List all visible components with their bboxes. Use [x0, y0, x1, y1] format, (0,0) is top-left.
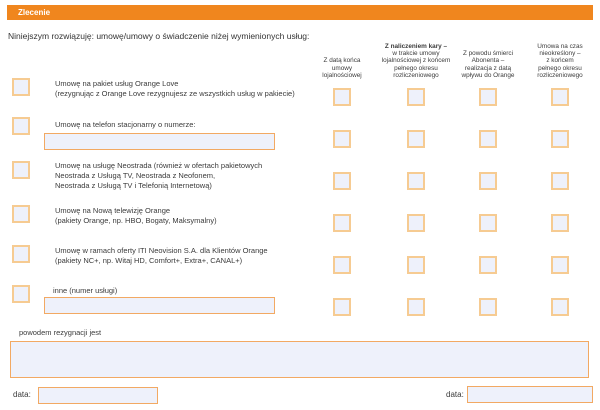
column-header-with-penalty: Z naliczeniem kary – w trakcie umowy loj…: [376, 38, 456, 79]
landline-number-input[interactable]: [44, 133, 275, 150]
row-1-label-line-1: Umowę na pakiet usług Orange Love: [55, 79, 179, 88]
row-4-option-penalty-checkbox[interactable]: [407, 214, 425, 232]
row-1-option-loyalty-end-checkbox[interactable]: [333, 88, 351, 106]
row-6-label-line-1: inne (numer usługi): [53, 286, 118, 295]
row-4-option-death-checkbox[interactable]: [479, 214, 497, 232]
date-right-label: data:: [446, 390, 464, 399]
row-1-option-death-checkbox[interactable]: [479, 88, 497, 106]
row-6-label: inne (numer usługi): [53, 286, 117, 296]
column-header-line: pełnego okresu: [538, 64, 582, 72]
row-1-option-penalty-checkbox[interactable]: [407, 88, 425, 106]
column-header-subscriber-death: Z powodu śmierci Abonenta – realizacja z…: [448, 38, 528, 79]
column-header-line: Abonenta –: [471, 57, 505, 65]
row-5-select-checkbox[interactable]: [12, 245, 30, 263]
row-1-label-line-2: (rezygnując z Orange Love rezygnujesz ze…: [55, 89, 295, 98]
row-5-option-indefinite-checkbox[interactable]: [551, 256, 569, 274]
column-header-line: w trakcie umowy: [392, 50, 440, 58]
column-header-line: lojalnościowej z końcem: [381, 57, 451, 65]
row-2-option-death-checkbox[interactable]: [479, 130, 497, 148]
row-3-option-loyalty-end-checkbox[interactable]: [333, 172, 351, 190]
reason-label: powodem rezygnacji jest: [19, 328, 102, 337]
column-header-line: Z datą końca: [323, 57, 361, 65]
row-2-label-line-1: Umowę na telefon stacjonarny o numerze:: [55, 120, 196, 129]
row-2-option-loyalty-end-checkbox[interactable]: [333, 130, 351, 148]
column-header-line: Z powodu śmierci: [462, 50, 514, 58]
row-2-label: Umowę na telefon stacjonarny o numerze:: [55, 120, 196, 130]
row-6-option-penalty-checkbox[interactable]: [407, 298, 425, 316]
column-header-line: nieokreślony –: [539, 50, 581, 58]
row-6-option-indefinite-checkbox[interactable]: [551, 298, 569, 316]
row-3-option-penalty-checkbox[interactable]: [407, 172, 425, 190]
row-5-option-loyalty-end-checkbox[interactable]: [333, 256, 351, 274]
row-4-label-line-1: Umowę na Nową telewizję Orange: [55, 206, 171, 215]
row-1-label: Umowę na pakiet usług Orange Love (rezyg…: [55, 79, 295, 99]
row-3-label-line-3: Neostrada z Usługą TV i Telefonią Intern…: [55, 181, 212, 190]
column-header-line: umowy: [331, 64, 353, 72]
row-3-option-death-checkbox[interactable]: [479, 172, 497, 190]
column-header-line: rozliczeniowego: [393, 71, 439, 79]
column-header-line: realizacja z datą: [464, 64, 512, 72]
column-header-line: Z naliczeniem kary –: [384, 42, 448, 50]
row-5-label: Umowę w ramach oferty ITI Neovision S.A.…: [55, 246, 268, 266]
row-3-label: Umowę na usługę Neostrada (również w ofe…: [55, 161, 262, 191]
column-header-line: wpływu do Orange: [461, 71, 515, 79]
row-6-select-checkbox[interactable]: [12, 285, 30, 303]
row-6-option-loyalty-end-checkbox[interactable]: [333, 298, 351, 316]
row-2-option-penalty-checkbox[interactable]: [407, 130, 425, 148]
row-1-select-checkbox[interactable]: [12, 78, 30, 96]
section-header: Zlecenie: [7, 5, 593, 20]
row-3-label-line-1: Umowę na usługę Neostrada (również w ofe…: [55, 161, 263, 170]
row-4-select-checkbox[interactable]: [12, 205, 30, 223]
column-header-line: lojalnościowej: [322, 71, 362, 79]
row-1-option-indefinite-checkbox[interactable]: [551, 88, 569, 106]
row-2-select-checkbox[interactable]: [12, 117, 30, 135]
row-3-select-checkbox[interactable]: [12, 161, 30, 179]
section-title: Zlecenie: [18, 8, 51, 17]
column-header-indefinite-contract: Umowa na czas nieokreślony – z końcem pe…: [520, 38, 600, 79]
row-6-option-death-checkbox[interactable]: [479, 298, 497, 316]
column-header-line: rozliczeniowego: [537, 71, 583, 79]
row-5-option-death-checkbox[interactable]: [479, 256, 497, 274]
column-header-line: Umowa na czas: [537, 42, 583, 50]
row-5-option-penalty-checkbox[interactable]: [407, 256, 425, 274]
row-4-label-line-2: (pakiety Orange, np. HBO, Bogaty, Maksym…: [55, 216, 217, 225]
reason-textarea[interactable]: [10, 341, 589, 378]
row-3-option-indefinite-checkbox[interactable]: [551, 172, 569, 190]
row-3-label-line-2: Neostrada z Usługą TV, Neostrada z Neofo…: [55, 171, 216, 180]
column-header-line: pełnego okresu: [394, 64, 438, 72]
row-4-label: Umowę na Nową telewizję Orange (pakiety …: [55, 206, 217, 226]
intro-text: Niniejszym rozwiązuję: umowę/umowy o świ…: [8, 31, 310, 41]
row-2-option-indefinite-checkbox[interactable]: [551, 130, 569, 148]
row-4-option-loyalty-end-checkbox[interactable]: [333, 214, 351, 232]
row-5-label-line-1: Umowę w ramach oferty ITI Neovision S.A.…: [55, 246, 268, 255]
row-4-option-indefinite-checkbox[interactable]: [551, 214, 569, 232]
date-left-label: data:: [13, 390, 31, 399]
column-header-line: z końcem: [546, 57, 574, 65]
other-service-number-input[interactable]: [44, 297, 275, 314]
row-5-label-line-2: (pakiety NC+, np. Witaj HD, Comfort+, Ex…: [55, 256, 243, 265]
date-right-input[interactable]: [467, 386, 593, 403]
date-left-input[interactable]: [38, 387, 158, 404]
column-header-end-of-loyalty: Z datą końca umowy lojalnościowej: [302, 38, 382, 79]
